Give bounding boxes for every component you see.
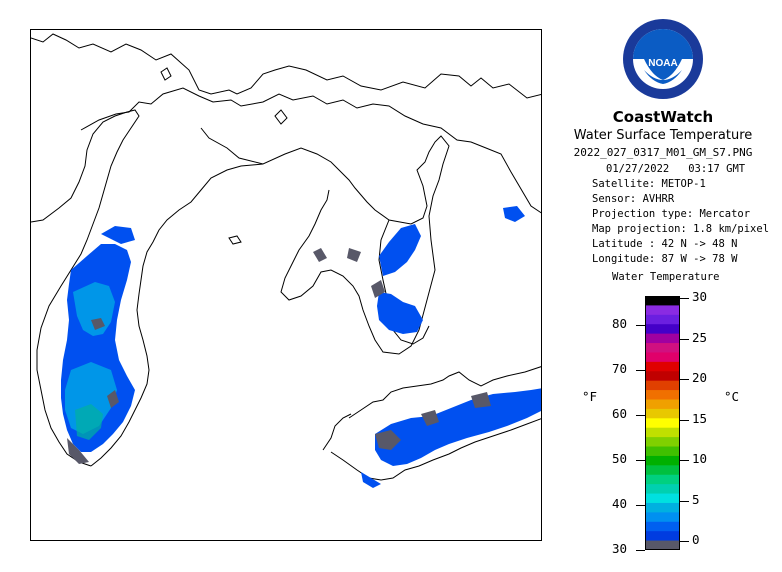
fahrenheit-tick-mark <box>636 550 645 551</box>
celsius-tick-mark <box>680 419 689 421</box>
great-lakes-map <box>31 33 541 488</box>
coastline-lower-michigan <box>200 127 450 355</box>
celsius-tick-label: 5 <box>692 491 700 507</box>
product-title: Water Surface Temperature <box>573 128 753 143</box>
colorbar-swatch <box>645 531 680 542</box>
metadata-value: Mercator <box>699 208 751 220</box>
colorbar-swatch <box>645 314 680 325</box>
coastline-wisconsin <box>31 109 140 467</box>
filename: 2022_027_0317_M01_GM_S7.PNG <box>573 146 753 159</box>
fahrenheit-tick-label: 70 <box>612 361 628 377</box>
unit-fahrenheit: °F <box>582 389 598 404</box>
colorbar-swatch <box>645 484 680 495</box>
colorbar-swatch <box>645 493 680 504</box>
brand-title: CoastWatch <box>612 108 714 126</box>
colorbar-swatch <box>645 371 680 382</box>
date-text: 01/27/2022 <box>606 163 670 175</box>
celsius-tick-mark <box>680 298 689 300</box>
island-1 <box>228 235 242 245</box>
metadata-row: Sensor: AVHRR <box>592 192 674 207</box>
fahrenheit-tick-label: 60 <box>612 406 628 422</box>
unit-celsius: °C <box>724 389 740 404</box>
metadata-row: Map projection: 1.8 km/pixel <box>592 222 769 237</box>
colorbar <box>645 296 680 550</box>
metadata-label: Longitude: <box>592 253 662 265</box>
metadata-value: METOP-1 <box>661 178 706 190</box>
colorbar-swatch <box>645 465 680 476</box>
celsius-tick-label: 10 <box>692 451 708 467</box>
fahrenheit-tick-label: 40 <box>612 496 628 512</box>
fahrenheit-tick-mark <box>636 460 645 462</box>
colorbar-swatch <box>645 455 680 466</box>
logo-text: NOAA <box>648 58 677 69</box>
celsius-tick-label: 25 <box>692 329 708 345</box>
colorbar-swatch <box>645 305 680 316</box>
colorbar-swatch <box>645 437 680 448</box>
celsius-tick-mark <box>680 460 689 462</box>
fahrenheit-tick-label: 30 <box>612 541 628 556</box>
colorbar-swatch <box>645 380 680 391</box>
colorbar-swatch <box>645 324 680 335</box>
island-3 <box>274 109 288 125</box>
metadata-row: Projection type: Mercator <box>592 207 750 222</box>
metadata-value: 1.8 km/pixel <box>693 223 770 235</box>
sst-lake-michigan <box>61 226 135 464</box>
celsius-tick-label: 20 <box>692 370 708 386</box>
celsius-tick-mark <box>680 338 689 340</box>
celsius-tick-label: 30 <box>692 289 708 305</box>
coastline-lake-michigan-east <box>90 163 264 467</box>
colorbar-swatch <box>645 502 680 513</box>
metadata-row: Longitude: 87 W -> 78 W <box>592 252 737 267</box>
sst-lake-erie <box>361 388 541 488</box>
metadata-value: 42 N -> 48 N <box>661 238 738 250</box>
coastline-lake-erie-north <box>348 366 541 419</box>
colorbar-border <box>645 296 680 550</box>
coastline-lake-erie-west <box>322 413 352 451</box>
fahrenheit-tick-label: 50 <box>612 451 628 467</box>
fahrenheit-tick-mark <box>636 370 645 372</box>
colorbar-swatch <box>645 361 680 372</box>
colorbar-swatch <box>645 399 680 410</box>
colorbar-swatch <box>645 540 680 550</box>
colorbar-swatch <box>645 352 680 363</box>
coastline-lake-superior <box>31 33 541 99</box>
fahrenheit-tick-mark <box>636 505 645 507</box>
colorbar-swatch <box>645 427 680 438</box>
metadata-value: 87 W -> 78 W <box>661 253 738 265</box>
time-text: 03:17 GMT <box>688 163 746 175</box>
colorbar-swatch <box>645 343 680 353</box>
metadata-label: Map projection: <box>592 223 694 235</box>
legend-title: Water Temperature <box>612 271 720 283</box>
colorbar-swatch <box>645 408 680 419</box>
colorbar-swatch <box>645 446 680 457</box>
island-2 <box>160 67 172 81</box>
colorbar-swatch <box>645 512 680 523</box>
metadata-label: Satellite: <box>592 178 662 190</box>
colorbar-swatch <box>645 418 680 429</box>
celsius-tick-label: 15 <box>692 410 708 426</box>
coastline-upper-peninsula <box>80 87 541 214</box>
metadata-row: Satellite: METOP-1 <box>592 177 706 192</box>
fahrenheit-tick-mark <box>636 415 645 417</box>
colorbar-swatch <box>645 474 680 485</box>
celsius-tick-mark <box>680 500 689 502</box>
metadata-row: Latitude : 42 N -> 48 N <box>592 237 737 252</box>
celsius-tick-mark <box>680 379 689 381</box>
metadata-value: AVHRR <box>642 193 675 205</box>
fahrenheit-tick-label: 80 <box>612 316 628 332</box>
celsius-tick-mark <box>680 541 689 542</box>
sst-lake-huron <box>313 206 525 334</box>
metadata-label: Latitude : <box>592 238 662 250</box>
colorbar-swatch <box>645 296 680 306</box>
colorbar-swatch <box>645 521 680 532</box>
metadata-label: Projection type: <box>592 208 700 220</box>
date-line: 01/27/2022 03:17 GMT <box>606 162 745 177</box>
colorbar-swatch <box>645 333 680 344</box>
map-panel <box>30 29 542 541</box>
celsius-tick-label: 0 <box>692 532 700 547</box>
colorbar-swatch <box>645 390 680 400</box>
fahrenheit-tick-mark <box>636 325 645 327</box>
noaa-logo-icon: NOAA <box>622 18 704 100</box>
metadata-label: Sensor: <box>592 193 643 205</box>
